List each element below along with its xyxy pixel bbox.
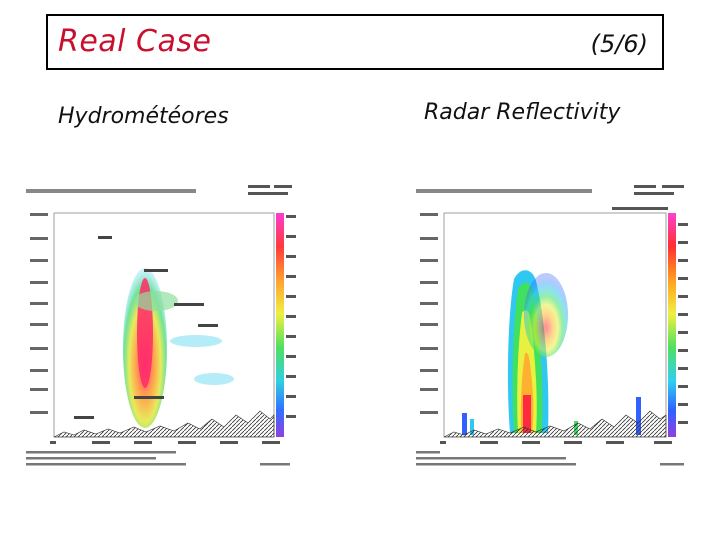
title-box: Real Case (5/6) <box>46 14 664 70</box>
radar-reflectivity-section-image <box>414 183 690 473</box>
right-caption: Radar Reflectivity <box>424 100 621 125</box>
slide-number: (5/6) <box>590 30 648 58</box>
hydrometeor-section-image <box>24 183 296 473</box>
slide-title: Real Case <box>58 24 212 59</box>
panel-header-text <box>26 185 292 195</box>
left-caption: Hydrométéores <box>58 104 229 129</box>
